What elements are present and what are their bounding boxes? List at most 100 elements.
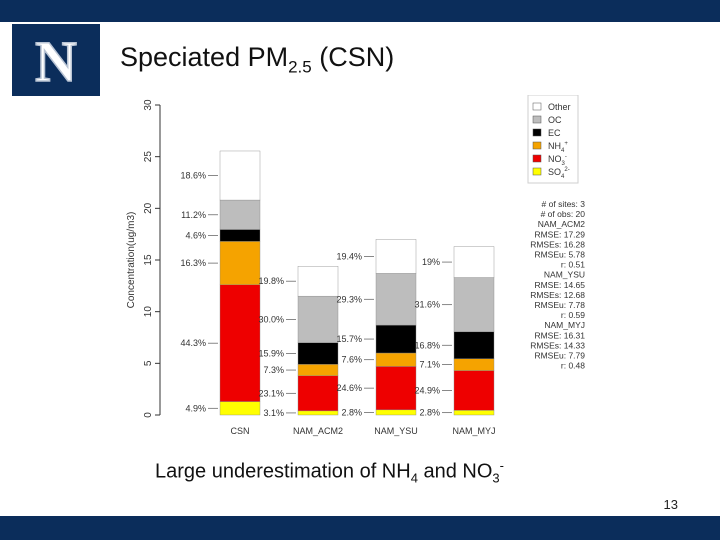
bar-segment [297, 410, 339, 416]
segment-percent-label: 16.3% [180, 258, 206, 268]
bar-segment [219, 401, 261, 416]
stats-text-line: NAM_YSU [544, 270, 585, 280]
university-logo: N [12, 24, 100, 96]
stats-text-line: RMSEs: 12.68 [530, 290, 585, 300]
segment-percent-label: 19.4% [336, 251, 362, 261]
bar-segment [297, 342, 339, 365]
stats-text-line: RMSEu: 7.79 [534, 351, 585, 361]
x-category-label: NAM_YSU [374, 426, 418, 436]
bar-segment [297, 295, 339, 343]
segment-percent-label: 30.0% [258, 314, 284, 324]
bar-segment [453, 246, 495, 278]
stats-text-line: NAM_ACM2 [538, 219, 586, 229]
y-axis-label: Concentration(ug/m3) [126, 212, 137, 309]
x-category-label: CSN [230, 426, 249, 436]
legend-label: Other [548, 102, 571, 112]
segment-percent-label: 19% [422, 257, 440, 267]
y-tick-label: 15 [143, 254, 154, 266]
y-tick-label: 10 [143, 306, 154, 318]
segment-percent-label: 7.6% [341, 355, 362, 365]
bar-segment [219, 284, 261, 402]
segment-percent-label: 31.6% [414, 300, 440, 310]
title-tail: (CSN) [311, 42, 395, 72]
legend-swatch [532, 128, 542, 137]
stats-text-line: # of sites: 3 [542, 199, 586, 209]
segment-percent-label: 24.9% [414, 385, 440, 395]
segment-percent-label: 16.8% [414, 340, 440, 350]
legend-label: EC [548, 128, 561, 138]
subtitle-mid: and NO [417, 460, 493, 483]
segment-percent-label: 2.8% [341, 407, 362, 417]
legend-label: NH4+ [548, 141, 568, 154]
y-tick-label: 25 [143, 151, 154, 163]
segment-percent-label: 29.3% [336, 294, 362, 304]
bar-segment [297, 364, 339, 376]
bar-segment [219, 241, 261, 285]
segment-percent-label: 3.1% [263, 408, 284, 418]
stats-text-line: # of obs: 20 [541, 209, 586, 219]
bar-segment [375, 409, 417, 416]
bar-segment [375, 239, 417, 274]
stats-text-line: RMSE: 16.31 [534, 330, 585, 340]
segment-percent-label: 2.8% [419, 408, 440, 418]
legend-label: SO42- [548, 167, 570, 180]
bar-segment [375, 273, 417, 326]
top-banner [0, 0, 720, 22]
y-tick-label: 30 [143, 99, 154, 111]
stats-text-line: RMSEs: 14.33 [530, 340, 585, 350]
bar-segment [453, 410, 495, 416]
logo-letter: N [35, 31, 77, 89]
segment-percent-label: 15.9% [258, 349, 284, 359]
segment-percent-label: 23.1% [258, 388, 284, 398]
subtitle-subscript-no3: 3 [492, 470, 500, 486]
segment-percent-label: 7.1% [419, 360, 440, 370]
subtitle-subscript-nh4: 4 [410, 470, 418, 486]
legend-swatch [532, 167, 542, 176]
y-tick-label: 20 [143, 202, 154, 214]
legend-label: OC [548, 115, 562, 125]
stats-text-line: NAM_MYJ [544, 320, 585, 330]
segment-percent-label: 7.3% [263, 365, 284, 375]
slide-title: Speciated PM2.5 (CSN) [120, 42, 394, 77]
bar-segment [453, 358, 495, 371]
legend-label: NO3- [548, 154, 567, 167]
segment-percent-label: 4.9% [185, 403, 206, 413]
stats-text-line: RMSE: 17.29 [534, 229, 585, 239]
segment-percent-label: 11.2% [181, 210, 206, 220]
bar-segment [219, 199, 261, 230]
bar-segment [297, 265, 339, 297]
stats-text-line: RMSE: 14.65 [534, 280, 585, 290]
bar-segment [219, 150, 261, 201]
n-logo-icon: N [34, 31, 78, 89]
segment-percent-label: 18.6% [180, 171, 206, 181]
bar-segment [453, 277, 495, 333]
stats-text-line: r: 0.51 [561, 260, 585, 270]
bar-segment [453, 370, 495, 411]
page-number: 13 [663, 497, 678, 512]
legend-swatch [532, 154, 542, 163]
y-tick-label: 5 [143, 360, 154, 366]
stats-text-line: RMSEu: 7.78 [534, 300, 585, 310]
bar-segment [375, 366, 417, 411]
subtitle-superscript: - [499, 458, 504, 473]
bar-segment [219, 229, 261, 242]
y-tick-label: 0 [143, 412, 154, 418]
stats-text-line: r: 0.48 [561, 361, 585, 371]
bar-segment [297, 375, 339, 412]
x-category-label: NAM_MYJ [452, 426, 495, 436]
title-subscript: 2.5 [288, 57, 312, 77]
bar-segment [453, 331, 495, 359]
bar-segment [375, 352, 417, 367]
segment-percent-label: 4.6% [185, 230, 206, 240]
stats-text-line: RMSEs: 16.28 [530, 239, 585, 249]
slide-subtitle: Large underestimation of NH4 and NO3- [155, 458, 504, 486]
segment-percent-label: 24.6% [336, 383, 362, 393]
legend-swatch [532, 141, 542, 150]
bottom-banner [0, 516, 720, 540]
segment-percent-label: 44.3% [180, 338, 206, 348]
bar-segment [375, 324, 417, 354]
segment-percent-label: 15.7% [336, 334, 362, 344]
legend-swatch [532, 102, 542, 111]
stats-text-line: RMSEu: 5.78 [534, 250, 585, 260]
segment-percent-label: 19.8% [258, 276, 284, 286]
